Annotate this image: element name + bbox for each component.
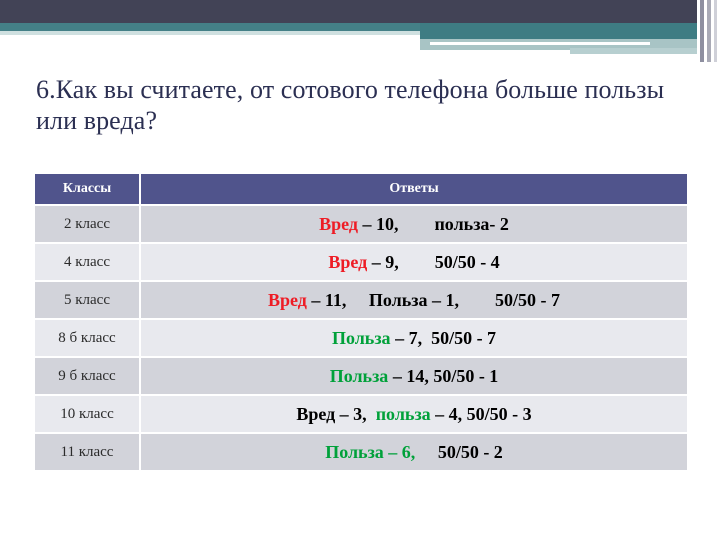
- table-row: 5 класс Вред – 11, Польза – 1, 50/50 - 7: [35, 282, 687, 318]
- page-title: 6.Как вы считаете, от сотового телефона …: [36, 75, 665, 135]
- decorative-top-banner: [0, 0, 720, 62]
- answer-segment-neutral: Польза – 1,: [346, 289, 459, 310]
- cell-answer-value: Вред – 3, польза – 4, 50/50 - 3: [141, 396, 687, 432]
- table-header-row: Классы Ответы: [35, 174, 687, 204]
- banner-stripe-7: [717, 0, 720, 62]
- table-row: 10 класс Вред – 3, польза – 4, 50/50 - 3: [35, 396, 687, 432]
- answer-segment-neutral: – 10,: [357, 213, 399, 234]
- cell-class-label: 2 класс: [35, 206, 139, 242]
- banner-stripe-1: [697, 0, 700, 62]
- banner-stripe-5: [711, 0, 714, 62]
- cell-answer-value: Польза – 14, 50/50 - 1: [141, 358, 687, 394]
- table-row: 4 класс Вред – 9, 50/50 - 4: [35, 244, 687, 280]
- banner-stripe-4: [707, 0, 711, 62]
- banner-stripe-3: [704, 0, 707, 62]
- answer-segment-benefit: Польза: [329, 365, 389, 386]
- answer-segment-neutral: Вред – 3,: [296, 403, 367, 424]
- table-row: 8 б класс Польза – 7, 50/50 - 7: [35, 320, 687, 356]
- table-head: Классы Ответы: [35, 174, 687, 204]
- banner-navy-band: [0, 0, 720, 23]
- cell-class-label: 4 класс: [35, 244, 139, 280]
- answer-segment-neutral: – 14,: [388, 365, 429, 386]
- banner-white-hairline-upper: [430, 42, 650, 45]
- cell-class-label: 8 б класс: [35, 320, 139, 356]
- answer-segment-neutral: – 9,: [367, 251, 399, 272]
- banner-stripe-2: [700, 0, 704, 62]
- banner-teal-band: [0, 23, 720, 31]
- banner-stripe-6: [714, 0, 717, 62]
- answer-segment-harm: Вред: [267, 289, 307, 310]
- cell-class-label: 5 класс: [35, 282, 139, 318]
- table-row: 11 класс Польза – 6, 50/50 - 2: [35, 434, 687, 470]
- cell-class-label: 11 класс: [35, 434, 139, 470]
- answer-segment-neutral: 50/50 - 1: [428, 365, 499, 386]
- banner-teal-right-band: [420, 23, 720, 39]
- answer-segment-neutral: 50/50 - 7: [422, 327, 497, 348]
- column-header-classes: Классы: [35, 174, 139, 204]
- cell-answer-value: Вред – 9, 50/50 - 4: [141, 244, 687, 280]
- banner-pale-low-band: [570, 48, 720, 54]
- banner-white-hairline-lower: [420, 50, 570, 54]
- column-header-answers: Ответы: [141, 174, 687, 204]
- table-row: 9 б класс Польза – 14, 50/50 - 1: [35, 358, 687, 394]
- cell-answer-value: Вред – 10, польза- 2: [141, 206, 687, 242]
- answer-segment-neutral: 50/50 - 7: [459, 289, 560, 310]
- table-row: 2 класс Вред – 10, польза- 2: [35, 206, 687, 242]
- answer-segment-neutral: – 11,: [306, 289, 347, 310]
- answer-segment-neutral: 50/50 - 4: [398, 251, 500, 272]
- survey-answers-table: Классы Ответы 2 класс Вред – 10, польза- …: [33, 172, 689, 472]
- answer-segment-benefit: польза: [366, 403, 431, 424]
- banner-pale-thin-band: [0, 31, 420, 35]
- answer-segment-benefit: Польза: [331, 327, 391, 348]
- answer-segment-harm: Вред: [328, 251, 368, 272]
- cell-answer-value: Польза – 6, 50/50 - 2: [141, 434, 687, 470]
- cell-class-label: 9 б класс: [35, 358, 139, 394]
- cell-class-label: 10 класс: [35, 396, 139, 432]
- answer-segment-neutral: польза- 2: [398, 213, 509, 234]
- answer-segment-benefit: Польза – 6,: [325, 441, 416, 462]
- answer-segment-harm: Вред: [319, 213, 358, 234]
- cell-answer-value: Польза – 7, 50/50 - 7: [141, 320, 687, 356]
- cell-answer-value: Вред – 11, Польза – 1, 50/50 - 7: [141, 282, 687, 318]
- answer-segment-neutral: 50/50 - 2: [415, 441, 503, 462]
- answer-segment-neutral: – 4, 50/50 - 3: [430, 403, 532, 424]
- answer-segment-neutral: – 7,: [390, 327, 423, 348]
